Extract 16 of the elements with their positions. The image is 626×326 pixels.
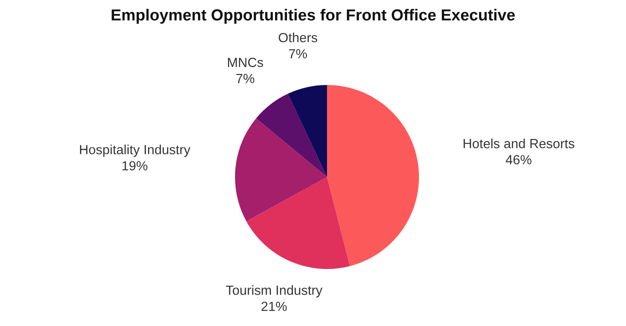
data-label: 7% [236, 74, 254, 84]
pie-slice [235, 118, 327, 222]
slice-label: Others [278, 32, 318, 42]
pie-slice [256, 94, 327, 177]
slice-label: Hospitality Industry [80, 144, 190, 157]
slice-label: Hotels and Resorts [464, 138, 574, 148]
data-label: 7% [289, 49, 307, 58]
data-label: 21% [261, 302, 287, 311]
chart-title: Employment Opportunities for Front Office Executive [112, 8, 515, 24]
data-label: 46% [506, 155, 532, 164]
data-label: 19% [122, 161, 148, 170]
pie-slice [327, 85, 419, 266]
pie-slice [246, 177, 350, 269]
slice-label: MNCs [228, 58, 264, 68]
pie-slice [288, 85, 327, 177]
slice-label: Tourism Industry [226, 285, 322, 298]
